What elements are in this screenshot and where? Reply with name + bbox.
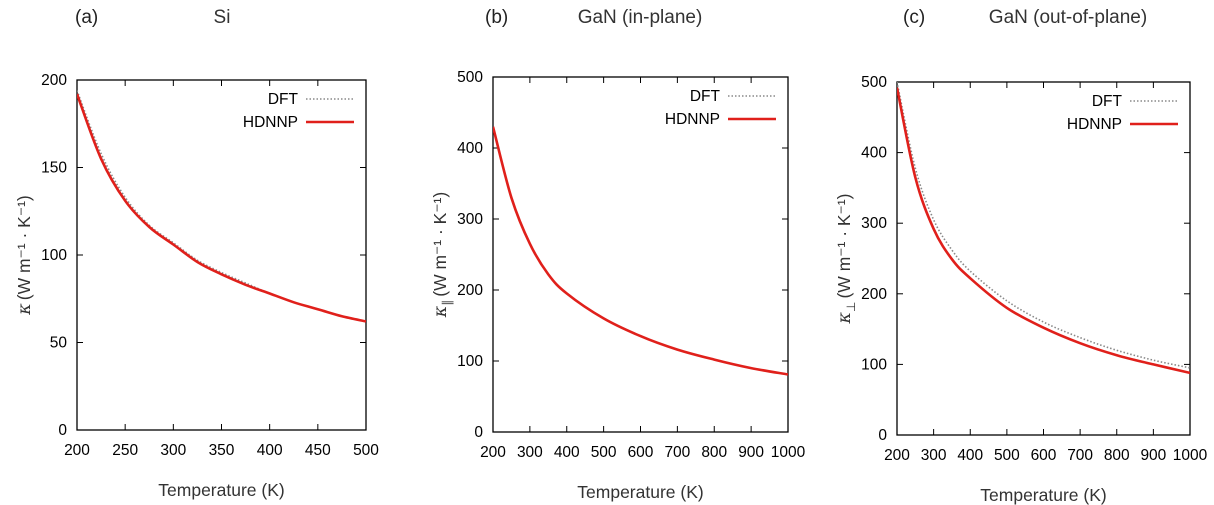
y-tick-label: 50 (50, 335, 68, 352)
chart-panel-a: (a) Si 200 250 300 350 400 450 500 0 50 100 150 200 Te… (14, 7, 379, 500)
x-tick-label: 1000 (771, 444, 806, 461)
chart-title: GaN (in-plane) (578, 7, 703, 28)
x-tick-label: 1000 (1173, 447, 1208, 464)
y-tick-label: 200 (41, 72, 67, 89)
x-tick-label: 200 (884, 447, 910, 464)
x-tick-label: 700 (1067, 447, 1093, 464)
y-axis-units: (W m⁻¹ · K⁻¹) (834, 194, 854, 299)
legend-label-hdnnp: HDNNP (665, 111, 720, 128)
y-tick-label: 300 (457, 211, 483, 228)
x-tick-label: 300 (160, 442, 186, 459)
x-tick-label: 500 (353, 442, 379, 459)
series-line-hdnnp (77, 93, 366, 323)
x-tick-label: 400 (257, 442, 283, 459)
y-axis-symbol: κ (835, 311, 855, 324)
y-axis-subscript: ∥ (440, 300, 454, 306)
x-tick-label: 900 (1140, 447, 1166, 464)
plot-frame (492, 76, 789, 433)
x-tick-label: 600 (1031, 447, 1057, 464)
x-tick-label: 300 (517, 444, 543, 461)
y-axis-label: κ∥ (W m⁻¹ · K⁻¹) (430, 192, 454, 318)
x-tick-label: 400 (554, 444, 580, 461)
y-axis-units: (W m⁻¹ · K⁻¹) (14, 195, 34, 300)
x-tick-label: 800 (701, 444, 727, 461)
y-tick-label: 100 (861, 356, 887, 373)
panel-label: (c) (903, 7, 925, 28)
y-tick-label: 0 (474, 424, 483, 441)
x-tick-label: 200 (480, 444, 506, 461)
x-axis-label: Temperature (K) (577, 482, 703, 502)
x-tick-label: 500 (994, 447, 1020, 464)
y-tick-label: 500 (861, 74, 887, 91)
legend-label-hdnnp: HDNNP (243, 114, 298, 131)
panel-label: (a) (75, 7, 98, 28)
series-line-hdnnp (493, 126, 788, 376)
y-axis-symbol: κ (15, 303, 35, 316)
y-axis-label: κ⊥ (W m⁻¹ · K⁻¹) (834, 194, 858, 325)
x-tick-label: 300 (921, 447, 947, 464)
y-tick-label: 150 (41, 160, 67, 177)
y-axis-subscript: ⊥ (844, 302, 858, 312)
chart-panel-b: (b) GaN (in-plane) 200 300 400 500 600 700 800 90… (430, 7, 806, 502)
x-axis-label: Temperature (K) (158, 480, 284, 500)
x-tick-label: 600 (628, 444, 654, 461)
series-line-hdnnp (897, 87, 1190, 375)
panel-label: (b) (485, 7, 508, 28)
y-tick-label: 100 (457, 353, 483, 370)
chart-title: GaN (out-of-plane) (989, 7, 1147, 28)
x-tick-label: 800 (1104, 447, 1130, 464)
x-tick-label: 350 (209, 442, 235, 459)
y-tick-label: 0 (878, 427, 887, 444)
legend-label-dft: DFT (268, 91, 299, 108)
plot-frame (896, 81, 1191, 436)
y-tick-label: 400 (457, 140, 483, 157)
chart-title: Si (214, 7, 231, 28)
series-line-dft (77, 90, 366, 323)
y-axis-units: (W m⁻¹ · K⁻¹) (430, 192, 450, 297)
x-tick-label: 450 (305, 442, 331, 459)
legend-label-dft: DFT (1092, 93, 1123, 110)
plot-frame (76, 79, 367, 431)
y-axis-symbol: κ (431, 305, 451, 318)
x-tick-label: 700 (664, 444, 690, 461)
x-tick-label: 200 (64, 442, 90, 459)
chart-panel-c: (c) GaN (out-of-plane) 200 300 400 500 600 700 8… (834, 7, 1208, 505)
y-tick-label: 500 (457, 69, 483, 86)
x-axis-label: Temperature (K) (980, 485, 1106, 505)
y-tick-label: 200 (457, 282, 483, 299)
x-tick-label: 400 (957, 447, 983, 464)
x-tick-label: 900 (738, 444, 764, 461)
x-tick-label: 250 (112, 442, 138, 459)
y-tick-label: 300 (861, 215, 887, 232)
y-tick-label: 400 (861, 145, 887, 162)
legend-label-hdnnp: HDNNP (1067, 116, 1122, 133)
legend-label-dft: DFT (690, 88, 721, 105)
y-axis-label: κ (W m⁻¹ · K⁻¹) (14, 195, 35, 315)
y-tick-label: 0 (58, 422, 67, 439)
y-tick-label: 100 (41, 247, 67, 264)
x-tick-label: 500 (591, 444, 617, 461)
y-tick-label: 200 (861, 286, 887, 303)
